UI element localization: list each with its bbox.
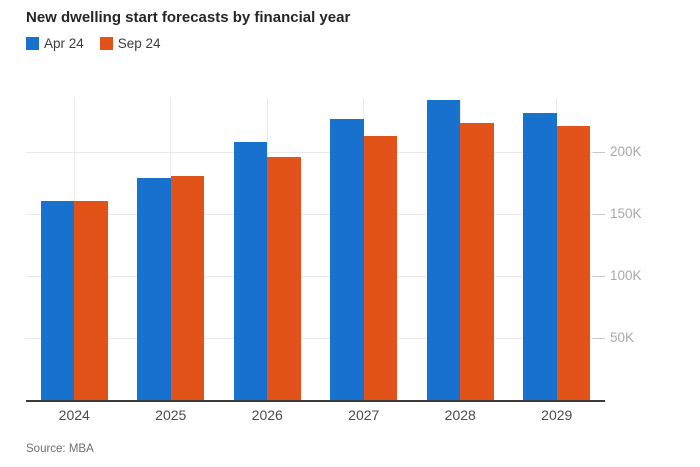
y-tick-150K — [593, 214, 605, 216]
y-axis-label-50K: 50K — [610, 330, 635, 346]
sep-24-swatch-icon — [99, 37, 113, 50]
bar-2026-apr-24 — [233, 142, 268, 400]
y-gridline-150K — [26, 214, 605, 216]
bar-2026-sep-24 — [267, 157, 301, 400]
bar-2027-sep-24 — [363, 136, 398, 400]
y-axis-label-200K: 200K — [610, 144, 642, 160]
x-axis-label-2025: 2025 — [155, 407, 187, 423]
apr-24-swatch-icon — [26, 37, 39, 50]
x-axis-label-2029: 2029 — [541, 407, 573, 423]
y-axis-label-150K: 150K — [610, 206, 642, 222]
legend: Apr 24 Sep 24 — [26, 37, 161, 50]
y-gridline-100K — [26, 276, 605, 278]
bar-2025-sep-24 — [170, 175, 205, 400]
bar-2029-sep-24 — [556, 126, 591, 400]
legend-label-sep-24: Sep 24 — [117, 36, 161, 51]
y-tick-200K — [593, 152, 605, 154]
y-tick-50K — [593, 338, 605, 340]
bar-2027-apr-24 — [330, 118, 364, 400]
source-note: Source: MBA — [26, 443, 94, 455]
y-gridline-200K — [26, 152, 605, 154]
chart-title: New dwelling start forecasts by financia… — [26, 9, 351, 26]
bar-2028-sep-24 — [460, 122, 494, 400]
bar-2028-apr-24 — [426, 100, 461, 400]
y-axis-label-100K: 100K — [610, 268, 642, 284]
y-gridline-50K — [26, 338, 605, 340]
legend-item-apr-24: Apr 24 — [26, 37, 84, 50]
bar-2024-apr-24 — [40, 200, 75, 400]
x-axis-label-2027: 2027 — [348, 407, 380, 423]
plot-area — [26, 99, 605, 402]
bar-2024-sep-24 — [74, 200, 108, 400]
bar-2025-apr-24 — [137, 178, 171, 400]
legend-item-sep-24: Sep 24 — [99, 36, 161, 51]
x-axis-label-2026: 2026 — [251, 407, 283, 423]
x-axis-label-2024: 2024 — [58, 407, 90, 423]
legend-label-apr-24: Apr 24 — [44, 36, 84, 51]
x-axis-label-2028: 2028 — [444, 407, 476, 423]
y-tick-100K — [593, 276, 605, 278]
bar-2029-apr-24 — [523, 112, 557, 400]
